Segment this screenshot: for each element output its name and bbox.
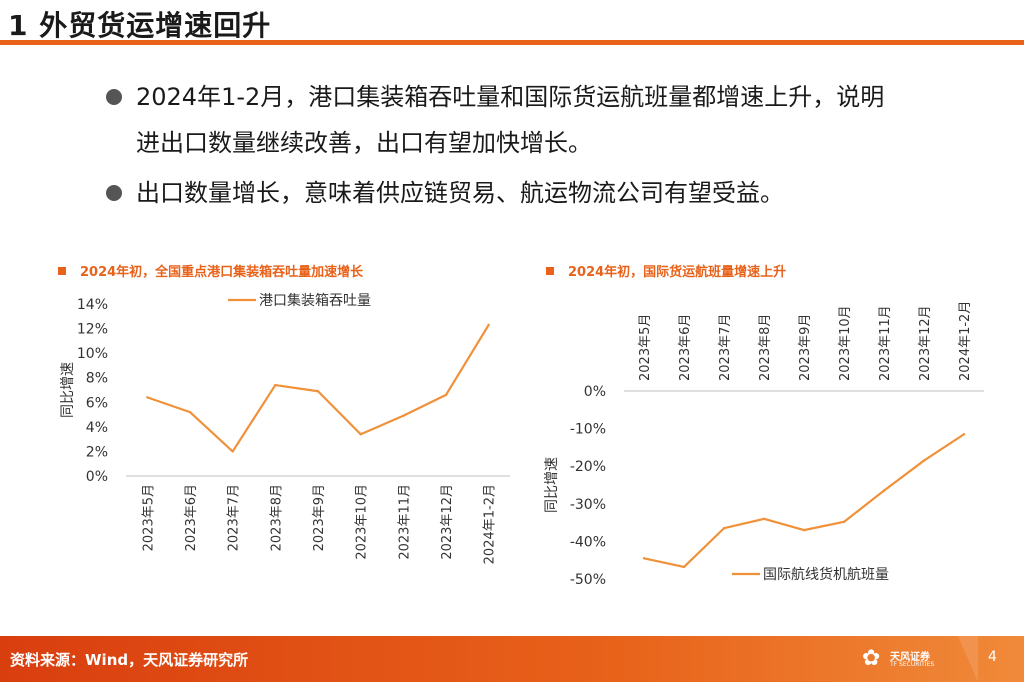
legend-label: 国际航线货机航班量 [763,566,889,583]
y-tick-label: 0% [584,384,606,400]
x-tick-label: 2023年5月 [638,314,653,381]
bullet-dot [106,185,122,201]
data-point [802,528,806,532]
y-axis-title: 同比增速 [544,457,560,513]
x-tick-label: 2023年8月 [269,484,284,551]
y-tick-label: -10% [570,422,606,438]
logo-name: 天风证券 [890,652,930,663]
bullet-dot [106,89,122,105]
data-point [359,433,362,436]
x-tick-label: 2023年7月 [718,314,733,381]
y-tick-label: -40% [570,534,606,550]
chart-1-port-container-throughput: 0% 2% 4% 6% 8% 10% 12% 14% 同比增速 2023年5月 2023年6月 202… [60,292,510,564]
data-point [842,520,846,524]
bullet-1-text: 2024年1-2月，港口集装箱吞吐量和国际货运航班量都增速上升，说明 进出口数量… [136,74,966,166]
x-tick-label: 2023年8月 [758,314,773,381]
x-tick-label: 2024年1-2月 [958,301,973,381]
x-tick-label: 2023年5月 [141,484,156,551]
y-tick-label: -30% [570,497,606,513]
y-tick-label: -50% [570,572,606,588]
chart-2-title: 2024年初，国际货运航班量增速上升 [546,261,786,280]
y-tick-label: 14% [77,297,108,313]
chart-1-title: 2024年初，全国重点港口集装箱吞吐量加速增长 [58,261,363,280]
data-point [316,390,320,393]
data-point [882,489,886,492]
data-point [402,414,405,417]
page-title: 1 外贸货运增速回升 [8,9,272,42]
data-point [762,517,766,521]
data-point [682,565,686,569]
data-point [487,323,490,327]
y-tick-label: 6% [86,395,108,411]
data-point [922,459,926,462]
x-tick-label: 2023年9月 [312,484,327,551]
bullet-2-text: 出口数量增长，意味着供应链贸易、航运物流公司有望受益。 [136,179,784,207]
x-tick-label: 2023年7月 [227,484,242,551]
bullet-1-line-2: 进出口数量继续改善，出口有望加快增长。 [136,129,592,157]
y-tick-label: 2% [86,444,108,460]
footer-decoration [958,636,978,682]
footer-bar: 资料来源：Wind，天风证券研究所 ✿ 天风证券 TF SECURITIES 4 [0,636,1024,682]
chart-2-title-marker [546,267,554,275]
y-tick-label: 8% [86,371,108,387]
y-tick-label: -20% [570,459,606,475]
y-tick-label: 4% [86,420,108,436]
data-point [722,527,726,530]
x-tick-label: 2023年6月 [678,314,693,381]
y-tick-label: 0% [86,469,108,485]
y-tick-label: 12% [77,322,108,338]
y-tick-label: 10% [77,346,108,362]
x-tick-label: 2023年10月 [355,484,370,560]
x-tick-label: 2023年11月 [878,305,893,381]
page-number: 4 [988,649,997,665]
series-line-港口集装箱吞吐量 [146,324,490,453]
x-tick-label: 2023年12月 [918,305,933,381]
chart-1-title-marker [58,267,66,275]
x-tick-label: 2023年9月 [798,314,813,381]
company-logo: ✿ 天风证券 TF SECURITIES [862,646,942,674]
legend-label: 港口集装箱吞吐量 [259,292,371,309]
data-point [231,450,234,453]
chart-2-intl-cargo-flights: 0% -10% -20% -30% -40% -50% 同比增速 2023年5月 2023年6月… [544,301,984,588]
bullet-1-line-1: 2024年1-2月，港口集装箱吞吐量和国际货运航班量都增速上升，说明 [136,83,885,111]
x-tick-label: 2023年10月 [838,305,853,381]
x-tick-label: 2023年6月 [184,484,199,551]
data-point [962,433,966,436]
data-point [444,393,448,397]
y-axis-title: 同比增速 [60,362,76,418]
logo-flower-icon: ✿ [862,646,881,671]
x-tick-label: 2023年11月 [397,484,412,560]
title-rule [0,40,1024,45]
logo-name-en: TF SECURITIES [890,661,935,668]
data-point [274,383,277,387]
chart-2-title-text: 2024年初，国际货运航班量增速上升 [568,265,787,280]
x-tick-label: 2024年1-2月 [483,484,498,564]
chart-1-title-text: 2024年初，全国重点港口集装箱吞吐量加速增长 [80,265,364,280]
data-point [146,396,149,399]
data-point [642,557,646,560]
x-tick-label: 2023年12月 [440,484,455,560]
series-line-国际航线货机航班量 [643,433,965,569]
source-note: 资料来源：Wind，天风证券研究所 [10,651,249,669]
data-point [188,410,192,414]
